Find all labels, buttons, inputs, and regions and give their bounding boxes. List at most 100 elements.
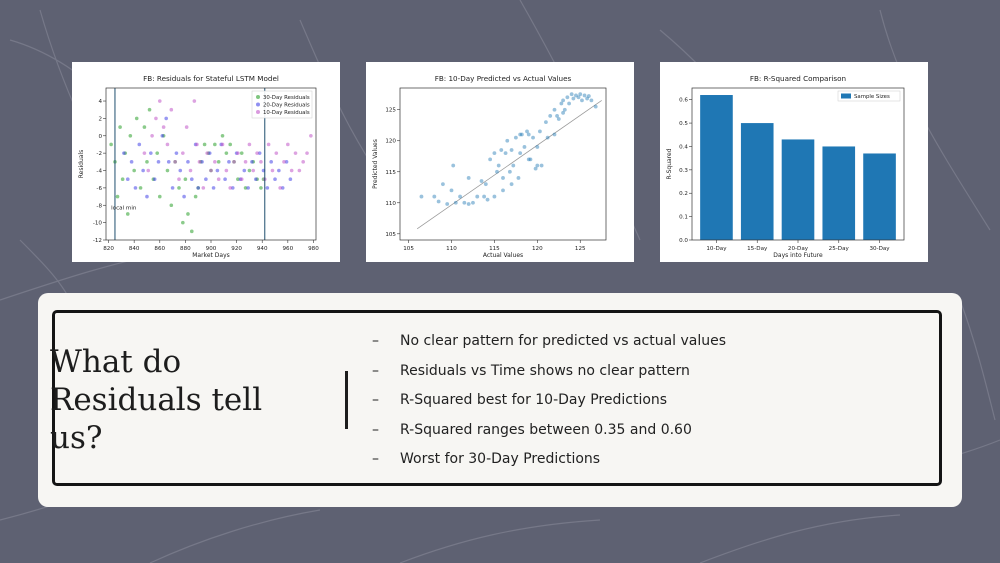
- scatter-point: [509, 148, 514, 152]
- scatter-point: [125, 212, 130, 216]
- r-squared-chart-panel: FB: R-Squared Comparison Days into Future…: [660, 62, 928, 262]
- scatter-point: [471, 200, 475, 205]
- scatter-point: [479, 179, 484, 183]
- scatter-point: [165, 142, 170, 147]
- scatter-point: [243, 160, 248, 164]
- scatter-point: [569, 92, 574, 97]
- scatter-point: [522, 145, 527, 149]
- chart-title: FB: 10-Day Predicted vs Actual Values: [435, 74, 572, 83]
- bullet-item: – Worst for 30-Day Predictions: [372, 445, 726, 475]
- legend-entry: 10-Day Residuals: [263, 110, 310, 116]
- bullet-marker: –: [372, 362, 379, 379]
- scatter-point: [555, 114, 559, 118]
- plot-frame: [691, 87, 905, 241]
- scatter-point: [138, 186, 143, 190]
- scatter-point: [488, 157, 493, 162]
- y-tick-label: -8: [96, 203, 102, 209]
- y-tick-label: 2: [98, 116, 102, 122]
- x-tick-label: 900: [206, 246, 217, 252]
- scatter-point: [213, 142, 217, 147]
- y-tick-label: 0: [98, 134, 102, 140]
- scatter-point: [552, 107, 557, 112]
- scatter-point: [166, 160, 171, 164]
- bullet-marker: –: [372, 392, 379, 409]
- y-axis-label: Residuals: [78, 150, 85, 178]
- legend-swatch: [841, 93, 851, 99]
- scatter-point: [297, 168, 302, 173]
- slide-heading: What do Residuals tell us?: [50, 344, 263, 456]
- scatter-point: [193, 194, 198, 199]
- scatter-point: [196, 186, 200, 190]
- scatter-point: [160, 133, 165, 138]
- scatter-point: [247, 142, 252, 147]
- scatter-point: [535, 163, 540, 168]
- scatter-point: [578, 92, 583, 97]
- scatter-point: [526, 157, 531, 162]
- scatter-point: [574, 93, 578, 98]
- r-squared-bar-chart: FB: R-Squared Comparison Days into Future…: [666, 74, 905, 259]
- x-tick-label: 125: [575, 246, 586, 252]
- residuals-chart-panel: FB: Residuals for Stateful LSTM Model Mar…: [72, 62, 340, 262]
- scatter-point: [239, 151, 244, 155]
- scatter-point: [149, 151, 153, 155]
- scatter-point: [582, 93, 587, 98]
- scatter-point: [142, 151, 147, 155]
- scatter-point: [122, 151, 126, 155]
- scatter-point: [259, 160, 263, 164]
- y-tick-label: 0.4: [679, 144, 688, 150]
- scatter-point: [436, 199, 441, 204]
- x-tick-label: 110: [446, 246, 457, 252]
- scatter-point: [201, 186, 206, 190]
- scatter-point: [571, 96, 576, 101]
- x-tick-label: 15-Day: [747, 246, 768, 252]
- scatter-point: [505, 138, 510, 143]
- legend-marker: [256, 110, 260, 114]
- scatter-point: [177, 186, 181, 190]
- scatter-point: [177, 177, 181, 181]
- y-tick-label: -2: [96, 151, 102, 157]
- y-tick-label: 0.2: [679, 191, 688, 197]
- scatter-point: [236, 151, 240, 155]
- y-tick-label: 0.5: [679, 121, 688, 127]
- scatter-point: [535, 145, 540, 149]
- scatter-point: [518, 151, 523, 156]
- plot-frame: [105, 87, 317, 241]
- scatter-point: [120, 177, 125, 181]
- scatter-point: [239, 177, 244, 181]
- scatter-point: [559, 101, 564, 106]
- heading-divider: [345, 371, 348, 429]
- scatter-point: [516, 176, 521, 180]
- scatter-point: [188, 168, 193, 173]
- scatter-point: [182, 194, 186, 199]
- bullet-item: – Residuals vs Time shows no clear patter…: [372, 357, 726, 387]
- y-tick-label: 0.3: [679, 168, 688, 174]
- y-tick-label: -4: [96, 169, 102, 175]
- scatter-point: [170, 186, 175, 190]
- scatter-point: [184, 125, 189, 129]
- x-tick-label: 840: [129, 246, 140, 252]
- scatter-point: [216, 160, 221, 164]
- bar: [781, 139, 815, 240]
- scatter-point: [419, 194, 424, 199]
- scatter-point: [165, 168, 170, 173]
- card-frame: [52, 310, 942, 486]
- scatter-point: [209, 168, 213, 173]
- scatter-point: [301, 160, 305, 164]
- scatter-point: [142, 125, 147, 129]
- y-tick-label: 110: [385, 201, 396, 207]
- scatter-point: [513, 135, 518, 140]
- scatter-point: [545, 135, 550, 140]
- x-tick-label: 20-Day: [788, 246, 809, 252]
- scatter-point: [145, 194, 149, 199]
- scatter-point: [503, 151, 508, 156]
- legend-entry: Sample Sizes: [854, 94, 890, 100]
- scatter-point: [169, 203, 174, 208]
- scatter-point: [259, 186, 263, 190]
- scatter-point: [526, 132, 531, 137]
- y-tick-label: 0.0: [679, 238, 688, 244]
- bar: [740, 123, 774, 240]
- scatter-point: [519, 132, 524, 137]
- scatter-point: [593, 104, 598, 109]
- scatter-point: [544, 120, 548, 125]
- scatter-point: [441, 182, 445, 187]
